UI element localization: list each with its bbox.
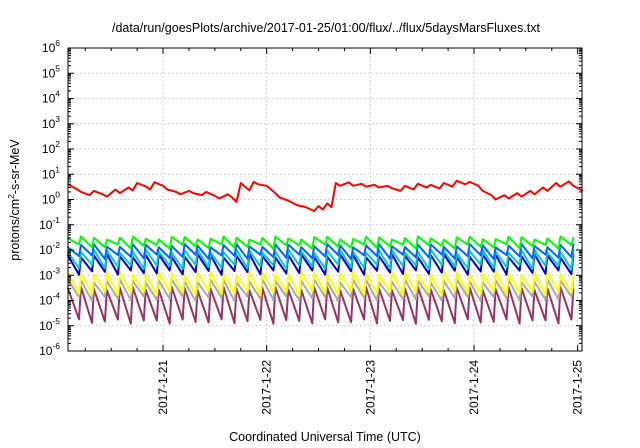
x-tick-labels: 2017-1-21 2017-1-22 2017-1-23 2017-1-24 2017… [156, 360, 585, 415]
y-tick-label: 10-6 [39, 341, 60, 358]
y-axis-label-superscript: 2 [6, 194, 16, 199]
cyclic-series-line [67, 253, 575, 276]
y-tick-label: 10-4 [39, 291, 60, 308]
y-tick-label: 105 [42, 63, 60, 80]
series-line [67, 179, 583, 212]
y-axis-label-part-1: protons/cm [8, 199, 22, 261]
y-tick-label: 102 [42, 139, 60, 156]
x-tick-label: 2017-1-22 [260, 360, 274, 415]
y-tick-label: 100 [42, 190, 60, 207]
axis-ticks [68, 47, 582, 352]
x-tick-label: 2017-1-24 [467, 360, 481, 415]
y-tick-label: 10-5 [39, 316, 60, 333]
series-area [67, 179, 583, 325]
y-tick-label: 101 [42, 164, 60, 181]
y-tick-label: 106 [42, 38, 60, 55]
y-tick-label: 10-2 [39, 240, 60, 257]
y-tick-label: 104 [42, 89, 60, 106]
y-tick-label: 10-3 [39, 265, 60, 282]
x-tick-label: 2017-1-25 [571, 360, 585, 415]
cyclic-series-line [67, 243, 575, 260]
y-axis-label: protons/cm2-s-sr-MeV [6, 139, 22, 261]
x-tick-label: 2017-1-21 [156, 360, 170, 415]
cyclic-series-line [67, 235, 575, 250]
y-tick-label: 10-1 [39, 215, 60, 232]
cyclic-series-line [67, 248, 575, 270]
y-tick-labels: 10-6 10-5 10-4 10-3 10-2 10-1 100 101 102 103 104 1… [39, 38, 60, 358]
x-axis-label: Coordinated Universal Time (UTC) [229, 430, 421, 444]
chart-title: /data/run/goesPlots/archive/2017-01-25/0… [112, 21, 541, 35]
cyclic-series-line [67, 278, 575, 302]
cyclic-series-line [67, 270, 575, 297]
cyclic-series-line [67, 285, 575, 325]
y-axis-label-part-2: -s-sr-MeV [8, 139, 22, 195]
y-tick-label: 103 [42, 114, 60, 131]
x-tick-label: 2017-1-23 [363, 360, 377, 415]
